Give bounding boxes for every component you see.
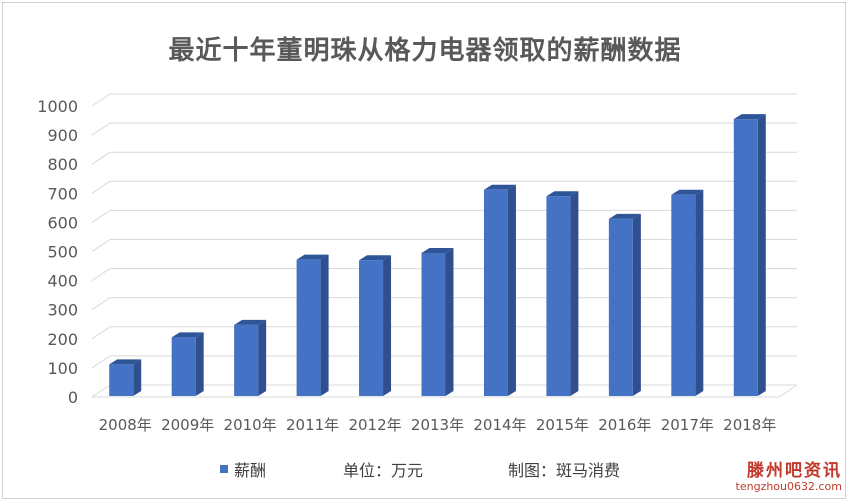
y-tick-label: 1000: [37, 97, 78, 116]
unit-note: 单位：万元: [343, 461, 424, 480]
x-tick-label: 2016年: [598, 416, 651, 434]
bar-side: [320, 254, 329, 396]
gridline-side: [91, 151, 111, 165]
bar-top: [733, 114, 766, 120]
gridline-side: [91, 239, 111, 252]
bar-top: [483, 184, 516, 190]
x-tick-label: 2018年: [723, 416, 776, 434]
watermark-url: tengzhou0632.com: [735, 480, 842, 493]
gridline-side: [91, 180, 111, 194]
bar-top: [421, 247, 454, 253]
bar: [359, 260, 384, 396]
floor-edge-side: [778, 384, 798, 398]
bar: [608, 218, 633, 396]
gridline-side: [91, 297, 111, 311]
y-tick-label: 600: [47, 213, 78, 232]
bar: [483, 189, 508, 396]
bar-top: [109, 359, 142, 365]
y-tick-label: 300: [47, 301, 78, 320]
bar-top: [608, 213, 641, 219]
chart-legend: 薪酬: [220, 457, 266, 481]
chart-title: 最近十年董明珠从格力电器领取的薪酬数据: [168, 36, 682, 66]
bar-top: [171, 332, 204, 338]
bar: [733, 119, 758, 396]
x-tick-label: 2013年: [411, 416, 464, 434]
gridline-side: [91, 384, 111, 398]
bar: [171, 337, 196, 396]
x-tick-label: 2009年: [161, 416, 214, 434]
y-tick-label: 100: [47, 359, 78, 378]
gridline-side: [91, 268, 111, 282]
bar: [296, 259, 321, 396]
bar-side: [133, 359, 142, 396]
gridline-side: [91, 93, 111, 107]
bar: [671, 194, 696, 396]
gridline-side: [91, 209, 111, 223]
bar: [109, 364, 134, 396]
y-tick-label: 500: [47, 243, 78, 262]
y-tick-label: 200: [47, 330, 78, 349]
x-tick-label: 2008年: [99, 416, 152, 434]
bar: [421, 252, 446, 396]
bar-top: [234, 319, 267, 325]
gridline-side: [91, 355, 111, 369]
bar-side: [570, 191, 579, 396]
legend-swatch: [220, 465, 228, 473]
y-tick-label: 800: [47, 155, 78, 174]
bar-side: [757, 114, 766, 396]
x-tick-label: 2011年: [286, 416, 339, 434]
y-tick-label: 700: [47, 184, 78, 203]
bar-side: [258, 319, 267, 396]
bar-side: [695, 189, 704, 396]
bar-side: [383, 255, 392, 396]
watermark-name: 滕州吧资讯: [747, 461, 842, 481]
bar-side: [507, 184, 516, 396]
gridline-side: [91, 122, 111, 136]
x-tick-label: 2010年: [224, 416, 277, 434]
x-tick-label: 2015年: [536, 416, 589, 434]
bar-top: [546, 191, 579, 197]
credit-note: 制图：斑马消费: [508, 461, 621, 480]
watermark: 滕州吧资讯 tengzhou0632.com: [736, 462, 842, 493]
x-tick-label: 2012年: [348, 416, 401, 434]
bar-top: [296, 254, 329, 260]
bar: [546, 196, 571, 396]
bar-side: [445, 247, 454, 396]
x-tick-label: 2017年: [661, 416, 714, 434]
y-tick-label: 400: [47, 272, 78, 291]
x-tick-label: 2014年: [473, 416, 526, 434]
bar-top: [359, 255, 392, 261]
y-tick-label: 0: [68, 388, 78, 407]
bar-side: [195, 332, 204, 396]
bar: [234, 324, 259, 396]
bar-side: [632, 213, 641, 396]
y-tick-label: 900: [47, 126, 78, 145]
bar-top: [671, 189, 704, 195]
legend-series-label: 薪酬: [234, 461, 267, 480]
gridline-side: [91, 326, 111, 340]
